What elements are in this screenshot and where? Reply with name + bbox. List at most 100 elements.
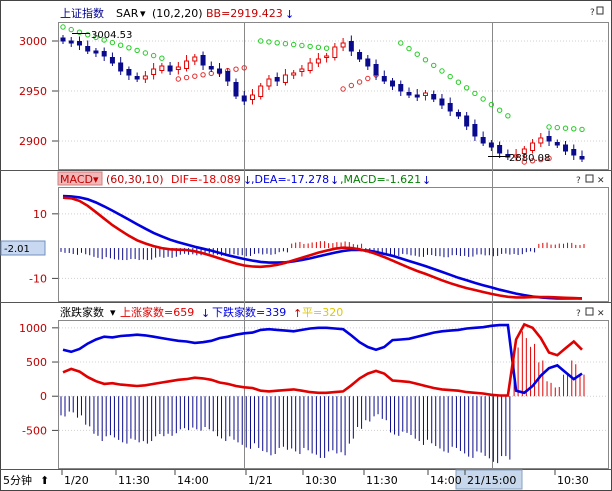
sar-dot — [546, 124, 552, 130]
help-icon[interactable]: ? — [576, 176, 581, 186]
sar-dot — [68, 26, 74, 33]
candle-body — [357, 52, 363, 60]
candle-body — [455, 112, 461, 117]
dif-line — [62, 196, 583, 300]
macd-histogram — [60, 241, 585, 261]
panel3-title[interactable]: 涨跌家数 — [60, 305, 104, 319]
sar-dot — [529, 158, 536, 164]
restore-icon[interactable] — [585, 174, 594, 183]
arrow-down-icon: ↓ — [422, 174, 431, 187]
close-icon[interactable]: ✕ — [597, 176, 605, 186]
restore-icon[interactable] — [585, 307, 594, 316]
sar-dot — [538, 156, 544, 163]
sar-dot — [406, 45, 412, 52]
sar-dot — [579, 126, 585, 133]
ytick-label: -10 — [29, 272, 47, 285]
sar-dot — [266, 39, 272, 45]
ytick-label: 500 — [26, 356, 47, 369]
sar-dot — [472, 90, 478, 97]
period-selector[interactable]: 5分钟 — [3, 473, 32, 487]
dea-value: ,DEA=-17.278 — [251, 173, 329, 186]
candle-body — [538, 137, 544, 144]
candle-body — [76, 41, 82, 46]
sar-dot — [290, 41, 297, 48]
maximize-icon[interactable] — [596, 6, 604, 15]
sar-dot — [142, 50, 149, 56]
sar-dot — [356, 79, 363, 85]
candle-body — [151, 68, 157, 75]
candle-body — [200, 55, 206, 66]
sar-dot — [76, 29, 83, 35]
candle-body — [373, 64, 379, 76]
sar-dot — [365, 75, 371, 82]
panel1-header: 上证指数 SAR ▾ (10,2,20) BB=2919.423 ↓ — [58, 4, 294, 21]
arrow-down-icon: ↓ — [330, 174, 339, 187]
candle-body — [274, 77, 280, 82]
candle-body — [159, 65, 165, 71]
ytick-label: 2950 — [19, 85, 47, 98]
sar-dot — [109, 39, 116, 46]
candle-body — [258, 85, 264, 97]
candle-body — [332, 46, 338, 58]
macd-selector-bg[interactable] — [57, 171, 103, 186]
close-icon[interactable]: ✕ — [597, 309, 605, 319]
help-icon[interactable]: ? — [590, 8, 595, 18]
candle-body — [315, 58, 321, 64]
candle-body — [464, 115, 470, 127]
sar-dot — [150, 52, 157, 59]
panel3-plot — [58, 320, 609, 469]
sar-dot — [488, 101, 495, 108]
current-value: -2.01 — [4, 244, 30, 255]
macd-value: ,MACD=-1.621 — [340, 173, 421, 186]
sar-dot — [455, 79, 462, 85]
xaxis: 5分钟 ⬆ 1/20 11:30 14:00 1/21 10:30 11:30 14:00 2… — [3, 469, 589, 490]
help-icon[interactable]: ? — [576, 309, 581, 319]
breadth-lines — [62, 322, 583, 397]
sar-dot — [192, 73, 198, 79]
candle-body — [324, 55, 330, 58]
ytick-label: 3000 — [19, 35, 47, 48]
candle-body — [299, 68, 305, 72]
sar-dot — [348, 82, 355, 89]
chevron-down-icon[interactable]: ▾ — [110, 306, 116, 319]
candle-body — [447, 103, 453, 112]
xtick-label: 10:30 — [557, 474, 589, 487]
macd-params: (60,30,10) — [106, 173, 164, 186]
candle-body — [431, 94, 437, 100]
sar-dot — [299, 42, 305, 49]
panel1-controls: ? — [590, 6, 604, 18]
xtick-label: 14:00 — [177, 474, 209, 487]
down-count: 下跌家数=339 — [212, 305, 286, 319]
sar-params: (10,2,20) — [152, 7, 203, 20]
panel3-yaxis: 1000 500 0 -500 — [19, 322, 58, 437]
xtick-label: 10:30 — [305, 474, 337, 487]
macd-selector[interactable]: MACD — [60, 173, 93, 186]
xtick-label: 11:30 — [366, 474, 398, 487]
current-value-tag — [0, 240, 46, 256]
sar-dot — [200, 72, 206, 78]
dif-value: DIF=-18.089 — [171, 173, 241, 186]
sar-dot — [505, 113, 511, 119]
candle-body — [167, 65, 173, 72]
breadth-histogram — [60, 331, 585, 464]
indicator-selector[interactable]: SAR — [116, 7, 139, 20]
ytick-label: 0 — [40, 390, 47, 403]
sar-dot — [274, 40, 280, 46]
candle-body — [192, 56, 198, 62]
candle-body — [184, 60, 190, 69]
candle-body — [282, 74, 288, 83]
chevron-down-icon[interactable]: ▾ — [93, 173, 99, 186]
sar-dot — [447, 73, 453, 80]
candle-body — [406, 92, 412, 96]
arrow-up-icon[interactable]: ⬆ — [40, 474, 49, 487]
candle-body — [208, 66, 214, 70]
sar-dot — [398, 40, 404, 46]
candle-body — [546, 136, 552, 142]
candle-body — [488, 142, 494, 148]
chevron-down-icon[interactable]: ▾ — [140, 7, 146, 20]
sar-dot — [554, 124, 560, 131]
sar-dot — [439, 68, 445, 74]
